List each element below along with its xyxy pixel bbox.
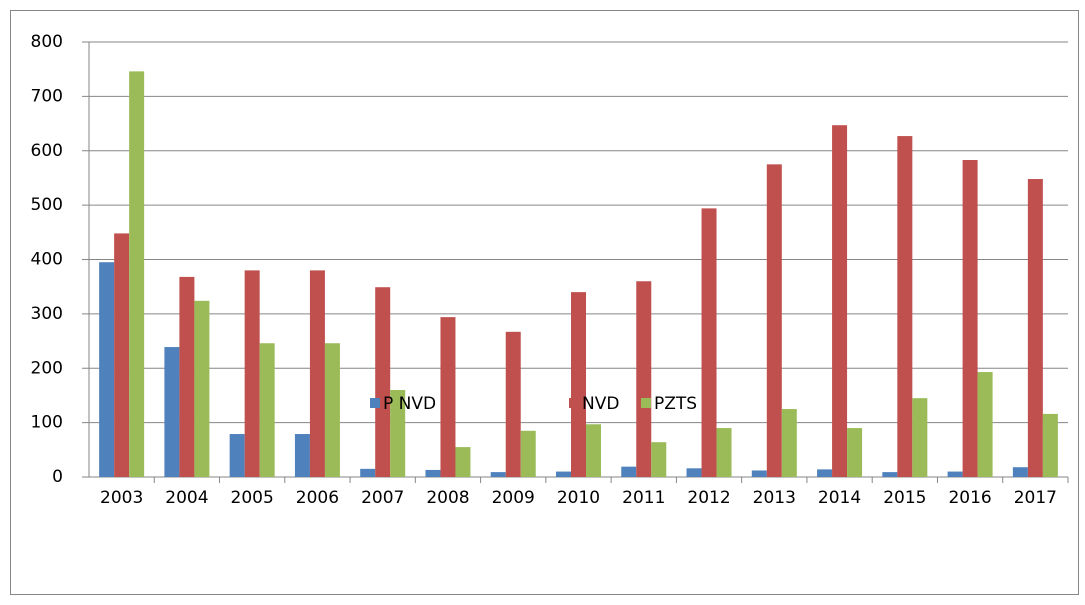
bar <box>129 71 145 478</box>
bar <box>962 159 978 477</box>
legend-label: P NVD <box>383 394 436 414</box>
x-tick-label: 2017 <box>1014 488 1057 508</box>
legend-label: NVD <box>582 394 619 414</box>
x-tick-label: 2005 <box>231 488 274 508</box>
y-tick-label: 0 <box>52 467 63 487</box>
bar <box>686 468 702 477</box>
bar <box>99 262 115 477</box>
bar <box>1027 179 1043 477</box>
x-tick-label: 2004 <box>165 488 208 508</box>
bar <box>947 471 963 477</box>
bar <box>636 281 652 477</box>
bar <box>505 331 521 477</box>
bar <box>229 434 245 477</box>
bar <box>766 164 782 477</box>
bar <box>520 430 536 477</box>
bar <box>309 270 325 477</box>
bar <box>571 292 586 477</box>
x-tick-label: 2006 <box>296 488 339 508</box>
x-tick-label: 2008 <box>426 488 469 508</box>
y-tick-label: 200 <box>31 358 63 378</box>
x-tick-label: 2003 <box>100 488 143 508</box>
bar <box>490 472 506 477</box>
bar <box>179 276 195 477</box>
x-tick-label: 2010 <box>557 488 600 508</box>
y-tick-label: 400 <box>31 250 63 270</box>
bar <box>1042 413 1058 477</box>
x-tick-label: 2012 <box>687 488 730 508</box>
bar <box>817 469 833 477</box>
y-tick-label: 300 <box>31 304 63 324</box>
bar <box>114 233 130 477</box>
bar <box>912 398 928 477</box>
bar <box>847 428 863 477</box>
bar <box>440 317 456 477</box>
y-tick-label: 600 <box>31 141 63 161</box>
legend-swatch <box>370 398 380 408</box>
x-tick-label: 2011 <box>622 488 665 508</box>
bar <box>294 434 310 477</box>
x-tick-label: 2009 <box>492 488 535 508</box>
bar <box>701 208 717 477</box>
bar <box>751 470 767 477</box>
bar <box>164 347 180 477</box>
bar <box>1012 467 1028 477</box>
chart-border <box>10 10 1079 595</box>
x-tick-label: 2014 <box>818 488 861 508</box>
bar <box>390 390 406 477</box>
x-tick-label: 2013 <box>753 488 796 508</box>
bar <box>360 468 376 477</box>
bar <box>259 343 275 477</box>
legend-label: PZTS <box>654 394 697 414</box>
bar <box>977 372 993 477</box>
bar <box>651 442 667 477</box>
x-tick-label: 2016 <box>948 488 991 508</box>
bar <box>324 343 340 477</box>
y-tick-label: 100 <box>31 413 63 433</box>
legend-swatch <box>569 398 579 408</box>
bar <box>244 270 260 477</box>
bar <box>425 469 441 477</box>
y-tick-label: 800 <box>31 32 63 52</box>
bar <box>716 428 732 477</box>
bar <box>897 136 913 477</box>
bar <box>586 424 601 477</box>
bar <box>375 287 391 477</box>
bar <box>556 471 571 477</box>
y-tick-label: 500 <box>31 195 63 215</box>
bar <box>832 125 848 477</box>
bar <box>621 466 637 477</box>
bar <box>194 300 210 477</box>
x-tick-label: 2007 <box>361 488 404 508</box>
x-tick-label: 2015 <box>883 488 926 508</box>
bar <box>882 472 898 477</box>
bar <box>781 409 797 477</box>
y-tick-label: 700 <box>31 86 63 106</box>
bar <box>455 447 471 477</box>
legend-swatch <box>641 398 651 408</box>
